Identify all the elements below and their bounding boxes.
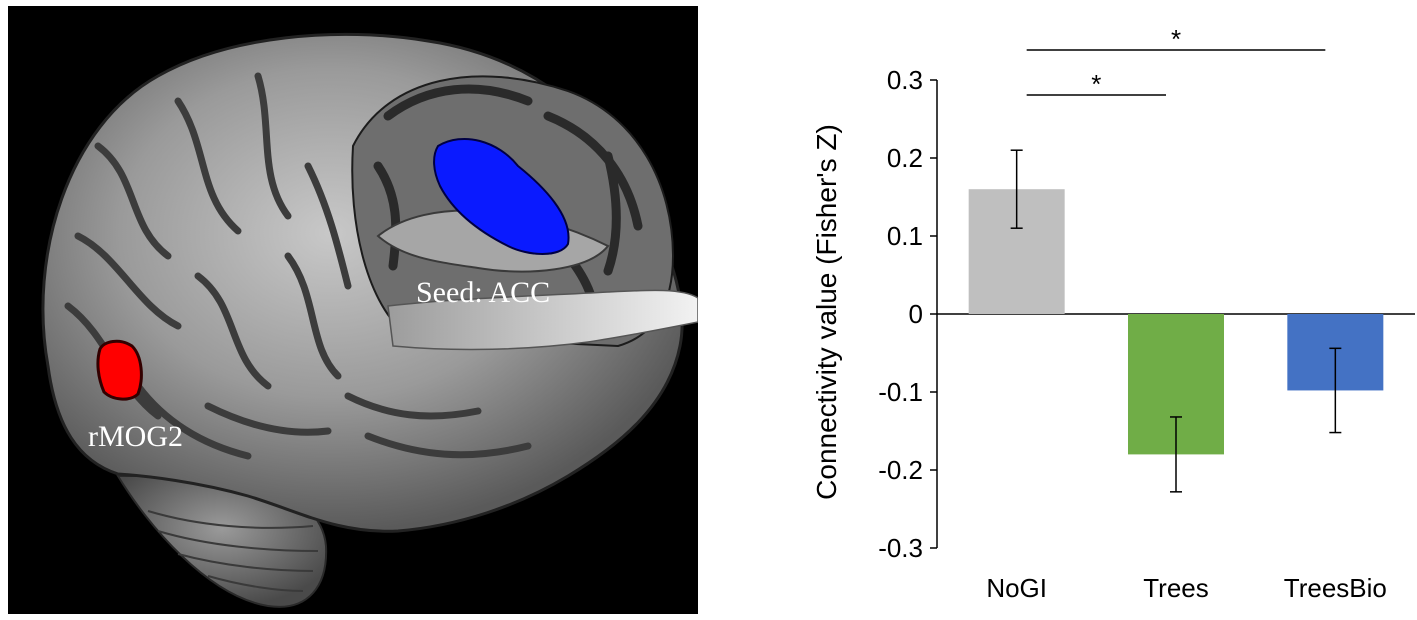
y-tick-label: 0.3 [887,65,923,95]
seed-label: Seed: ACC [416,276,550,309]
significance-brackets: ** [1026,24,1326,99]
connectivity-bar-chart: 0.3 0.2 0.1 0 -0.1 -0.2 -0.3 NoGI Trees TreesBio… [811,24,1415,603]
y-axis-label: Connectivity value (Fisher's Z) [811,124,842,500]
y-tick-label: 0.1 [887,221,923,251]
significance-star: * [1091,69,1101,99]
y-tick-label: 0.2 [887,143,923,173]
cluster-label: rMOG2 [88,420,183,453]
x-tick-label: Trees [1143,573,1209,603]
x-tick-label: TreesBio [1284,573,1387,603]
x-axis-tick-labels: NoGI Trees TreesBio [986,573,1387,603]
x-tick-label: NoGI [986,573,1047,603]
brain-render-image: Seed: ACC rMOG2 [8,6,698,614]
brainstem-tract [387,289,698,351]
y-axis: 0.3 0.2 0.1 0 -0.1 -0.2 -0.3 [878,65,1415,563]
y-tick-label: -0.1 [878,377,923,407]
y-tick-label: 0 [909,299,923,329]
error-bars [1010,149,1342,493]
seed-acc-region [433,137,570,255]
y-tick-label: -0.3 [878,533,923,563]
cluster-rmog2-region [96,339,143,401]
significance-star: * [1171,24,1181,54]
bars [968,189,1384,455]
y-tick-label: -0.2 [878,455,923,485]
